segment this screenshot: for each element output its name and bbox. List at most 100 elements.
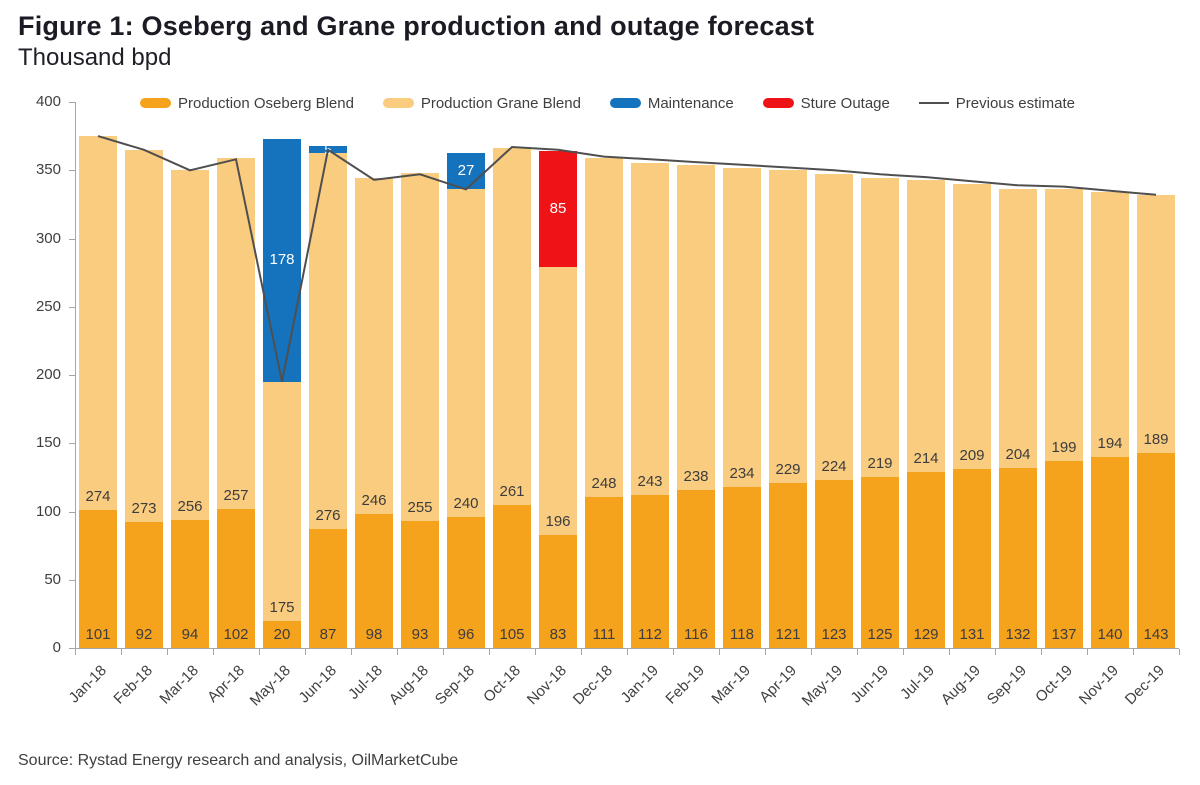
bar-segment-production-grane-blend bbox=[1045, 189, 1083, 461]
bar-segment-production-grane-blend bbox=[263, 381, 301, 621]
plot-area: 101 274 92 273 94 256 102 257 178 20 175 5 87 276 98 24… bbox=[36, 93, 1180, 709]
x-tick-label: Sep-18 bbox=[431, 662, 479, 709]
x-tick-label: Feb-19 bbox=[662, 662, 709, 708]
bar-segment-production-oseberg-blend bbox=[815, 480, 853, 648]
y-tick-label: 0 bbox=[52, 639, 61, 656]
x-axis-tick bbox=[1087, 649, 1088, 655]
legend-item-production-oseberg-blend: Production Oseberg Blend bbox=[140, 95, 354, 112]
bar-segment-production-grane-blend bbox=[447, 189, 485, 517]
bar-segment-production-grane-blend bbox=[677, 164, 715, 490]
legend-label: Production Oseberg Blend bbox=[178, 94, 354, 112]
y-axis-tick bbox=[69, 511, 75, 513]
bar-segment-production-oseberg-blend bbox=[447, 516, 485, 648]
x-axis-tick bbox=[581, 649, 582, 655]
x-tick-label: Mar-19 bbox=[708, 662, 755, 708]
bar-segment-production-oseberg-blend bbox=[769, 482, 807, 648]
bar-segment-production-oseberg-blend bbox=[999, 467, 1037, 648]
x-tick-label: Feb-18 bbox=[110, 662, 157, 708]
oseberg-value-label: 101 bbox=[85, 626, 111, 643]
y-axis-tick bbox=[69, 102, 75, 103]
bar-segment-production-oseberg-blend bbox=[217, 508, 255, 648]
x-tick-label: Sep-19 bbox=[983, 662, 1031, 709]
grane-value-label: 219 bbox=[867, 455, 893, 473]
legend-line-swatch bbox=[918, 102, 949, 104]
x-axis-tick bbox=[259, 649, 260, 655]
legend-label: Maintenance bbox=[647, 94, 734, 112]
x-tick-label: Aug-18 bbox=[385, 662, 433, 709]
bar-segment-production-grane-blend bbox=[217, 157, 255, 509]
x-tick-label: Oct-19 bbox=[1032, 662, 1077, 706]
bar-segment-production-grane-blend bbox=[999, 189, 1037, 468]
grane-value-label: 246 bbox=[361, 492, 387, 510]
y-axis-tick bbox=[69, 306, 75, 308]
y-tick-label: 250 bbox=[35, 297, 61, 315]
y-tick-label: 150 bbox=[35, 434, 61, 452]
oseberg-value-label: 98 bbox=[365, 626, 383, 643]
legend-swatch bbox=[382, 98, 414, 108]
bar-segment-production-oseberg-blend bbox=[79, 510, 117, 648]
bar-segment-production-oseberg-blend bbox=[1137, 452, 1175, 648]
bar-segment-production-oseberg-blend bbox=[401, 521, 439, 648]
bar-segment-production-oseberg-blend bbox=[355, 514, 393, 648]
x-tick-label: Jul-19 bbox=[897, 662, 939, 703]
x-axis-line bbox=[75, 648, 1179, 649]
bar-segment-production-oseberg-blend bbox=[263, 620, 301, 648]
x-axis-tick bbox=[121, 649, 122, 655]
grane-value-label: 234 bbox=[729, 464, 755, 482]
figure-title: Figure 1: Oseberg and Grane production a… bbox=[18, 11, 815, 41]
y-axis-tick bbox=[69, 443, 75, 445]
grane-value-label: 257 bbox=[223, 486, 249, 504]
bar-segment-production-grane-blend bbox=[1137, 194, 1175, 453]
x-tick-label: May-19 bbox=[798, 662, 847, 710]
legend-label: Sture Outage bbox=[800, 94, 890, 112]
bar-segment-production-grane-blend bbox=[125, 149, 163, 523]
oseberg-value-label: 131 bbox=[959, 626, 985, 643]
bar-segment-production-oseberg-blend bbox=[1045, 461, 1083, 648]
grane-value-label: 204 bbox=[1005, 445, 1031, 463]
legend-swatch bbox=[609, 98, 641, 108]
grane-value-label: 209 bbox=[959, 447, 985, 465]
oseberg-value-label: 143 bbox=[1143, 626, 1169, 643]
bar-segment-production-grane-blend bbox=[585, 157, 623, 497]
x-tick-label: Dec-19 bbox=[1121, 662, 1169, 709]
legend-item-maintenance: Maintenance bbox=[609, 94, 734, 112]
segment-value-label: 5 bbox=[324, 141, 332, 157]
bar-segment-maintenance: 5 bbox=[309, 142, 347, 157]
legend-item-previous-estimate: Previous estimate bbox=[918, 95, 1075, 112]
bar-segment-production-oseberg-blend bbox=[585, 496, 623, 648]
grane-value-label: 189 bbox=[1143, 430, 1169, 448]
oseberg-value-label: 96 bbox=[457, 626, 475, 643]
x-tick-label: Jan-18 bbox=[65, 662, 111, 707]
figure-subtitle: Thousand bpd bbox=[18, 44, 172, 71]
bar-segment-maintenance: 178 bbox=[263, 138, 301, 382]
legend-label: Production Grane Blend bbox=[420, 94, 581, 112]
y-tick-label: 400 bbox=[35, 93, 61, 110]
x-tick-label: Nov-18 bbox=[523, 662, 571, 709]
x-tick-label: Apr-18 bbox=[204, 662, 249, 706]
y-axis-tick bbox=[69, 170, 75, 172]
grane-value-label: 238 bbox=[683, 467, 709, 485]
grane-value-label: 276 bbox=[315, 507, 341, 525]
bar-segment-production-oseberg-blend bbox=[723, 486, 761, 648]
grane-value-label: 214 bbox=[913, 449, 939, 467]
bar-segment-production-grane-blend bbox=[401, 173, 439, 522]
x-axis-tick bbox=[765, 649, 766, 655]
oseberg-value-label: 102 bbox=[223, 626, 249, 643]
oseberg-value-label: 125 bbox=[867, 626, 893, 643]
chart-legend: Production Oseberg Blend Production Grane… bbox=[140, 93, 1075, 113]
x-axis-tick bbox=[397, 649, 398, 655]
oseberg-value-label: 137 bbox=[1051, 626, 1077, 643]
x-axis-tick bbox=[673, 649, 674, 655]
x-axis-tick bbox=[719, 649, 720, 655]
bar-segment-sture-outage: 85 bbox=[539, 151, 577, 268]
oseberg-value-label: 105 bbox=[499, 626, 525, 643]
y-tick-label: 100 bbox=[35, 502, 61, 520]
x-axis-tick bbox=[75, 649, 76, 655]
y-axis-tick bbox=[69, 579, 75, 581]
legend-swatch bbox=[762, 98, 794, 108]
x-tick-label: Nov-19 bbox=[1075, 662, 1123, 709]
oseberg-value-label: 94 bbox=[181, 626, 199, 643]
y-tick-label: 300 bbox=[35, 229, 61, 247]
bar-segment-production-oseberg-blend bbox=[1091, 456, 1129, 648]
